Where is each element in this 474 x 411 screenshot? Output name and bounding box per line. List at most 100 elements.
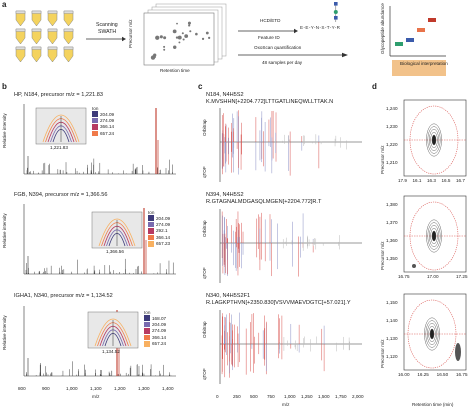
ion-legend-item: 292.1 bbox=[148, 228, 170, 234]
ion-swatch bbox=[148, 221, 154, 228]
d-y-tick: 1,350 bbox=[386, 256, 398, 261]
arrow-icon bbox=[238, 52, 348, 58]
c-qtof-label: qTOF bbox=[202, 166, 207, 178]
c-mirror-1 bbox=[219, 108, 362, 182]
ion-mz: 204.09 bbox=[156, 215, 171, 221]
ion-legend-item: 274.09 bbox=[92, 117, 115, 124]
c-mirror-3 bbox=[219, 310, 362, 384]
sample-tubes-icon bbox=[15, 10, 74, 63]
b-ion-legend: Ion 204.09 274.09 292.1 366.14 657.23 bbox=[148, 210, 170, 247]
ion-legend-item: 204.09 bbox=[144, 321, 167, 328]
d-ylabel-3: Precursor m/z bbox=[380, 339, 385, 368]
ion-legend-item: 204.09 bbox=[148, 215, 170, 221]
retention-axis-label: Retention time bbox=[160, 68, 190, 73]
d-x-tick: 16.25 bbox=[417, 372, 429, 377]
swath-label: SWATH bbox=[98, 29, 117, 35]
c-peptide-3: R.LAGKPTHVN[+2350.830]VSVVMAEVDGTC[+57.0… bbox=[206, 300, 351, 306]
b-title-3: IGHA1, N340, precursor m/z = 1,134.52 bbox=[14, 293, 113, 299]
c-peptide-2: R.GTAGNALMDGASQLMGEN[+2204.772]R.T bbox=[206, 199, 322, 205]
c-mirror-2 bbox=[219, 209, 362, 283]
c-x-tick: 500 bbox=[250, 394, 258, 399]
b-x-tick: 800 bbox=[18, 386, 26, 391]
b-inset-3 bbox=[87, 311, 139, 349]
ion-swatch bbox=[148, 228, 154, 234]
b-title-1: HP, N184, precursor m/z = 1,221.83 bbox=[14, 92, 103, 98]
panel-label-a: a bbox=[2, 0, 7, 9]
b-ylabel-2: Relative intensity bbox=[2, 213, 7, 248]
d-x-tick: 17.25 bbox=[456, 274, 468, 279]
feature-id-label: Feature ID bbox=[258, 35, 280, 40]
ion-swatch bbox=[144, 334, 150, 341]
d-x-tick: 17.9 bbox=[398, 178, 407, 183]
ion-legend-item: 366.14 bbox=[148, 234, 171, 241]
b-inset-mz: 1,366.56 bbox=[106, 249, 124, 254]
arrow-icon bbox=[86, 36, 126, 42]
b-spectrum-1 bbox=[23, 104, 176, 175]
c-xlabel: m/z bbox=[282, 402, 290, 407]
d-y-tick: 1,120 bbox=[386, 354, 398, 359]
swath-maps-icon bbox=[143, 3, 227, 66]
abundance-plot bbox=[389, 6, 446, 57]
panel-label-c: c bbox=[198, 82, 203, 91]
d-y-tick: 1,150 bbox=[386, 300, 398, 305]
bio-interp-box bbox=[392, 60, 446, 76]
ion-mz: 366.14 bbox=[152, 334, 167, 340]
ion-legend-item: 657.24 bbox=[92, 130, 114, 137]
d-x-tick: 16.7 bbox=[456, 178, 465, 183]
ion-legend-item: 366.14 bbox=[92, 124, 114, 130]
d-x-tick: 17.00 bbox=[427, 274, 439, 279]
ion-legend-item: 274.09 bbox=[144, 328, 166, 334]
ion-mz: 168.07 bbox=[152, 315, 167, 321]
d-ylabel-2: Precursor m/z bbox=[380, 241, 385, 270]
d-y-tick: 1,210 bbox=[386, 160, 398, 165]
bio-interp-label: Biological interpretation bbox=[400, 61, 448, 66]
b-x-tick: 1,300 bbox=[138, 386, 150, 391]
ion-legend-title: Ion bbox=[144, 310, 151, 315]
c-qtof-label: qTOF bbox=[202, 267, 207, 279]
c-x-tick: 2,000 bbox=[352, 394, 364, 399]
ion-swatch bbox=[92, 111, 98, 117]
c-site-2: N394, N4H5S2 bbox=[206, 192, 244, 198]
ion-legend-title: Ion bbox=[92, 106, 99, 111]
ion-mz: 366.14 bbox=[100, 124, 115, 130]
c-x-tick: 1,750 bbox=[335, 394, 347, 399]
d-contour-3 bbox=[403, 293, 467, 371]
b-inset-mz: 1,221.83 bbox=[50, 145, 68, 150]
d-x-tick: 16.3 bbox=[427, 178, 436, 183]
d-y-tick: 1,130 bbox=[386, 336, 398, 341]
ion-mz: 204.09 bbox=[152, 322, 167, 328]
b-x-tick: 900 bbox=[42, 386, 50, 391]
d-contour-1 bbox=[403, 99, 467, 177]
d-y-tick: 1,380 bbox=[386, 202, 398, 207]
ion-mz: 657.23 bbox=[156, 241, 171, 247]
d-y-tick: 1,230 bbox=[386, 124, 398, 129]
samples-label: 48 samples per day bbox=[262, 60, 303, 65]
ion-mz: 274.09 bbox=[100, 118, 115, 124]
c-x-tick: 1,250 bbox=[301, 394, 313, 399]
ion-legend-item: 274.09 bbox=[148, 221, 170, 228]
c-site-3: N340, N4H5S2F1 bbox=[206, 293, 251, 299]
ion-swatch bbox=[148, 240, 154, 247]
b-ylabel-1: Relative intensity bbox=[2, 113, 7, 148]
ion-mz: 366.14 bbox=[156, 234, 171, 240]
ion-mz: 274.09 bbox=[152, 328, 167, 334]
b-x-tick: 1,100 bbox=[90, 386, 102, 391]
d-x-tick: 16.75 bbox=[398, 274, 410, 279]
ion-swatch bbox=[92, 130, 98, 137]
ion-swatch bbox=[144, 340, 150, 347]
d-ylabel-1: Precursor m/z bbox=[380, 145, 385, 174]
c-x-tick: 750 bbox=[267, 394, 275, 399]
abundance-axis-label: Glycopeptide abundance bbox=[380, 3, 385, 54]
d-y-tick: 1,220 bbox=[386, 142, 398, 147]
b-spectrum-2 bbox=[23, 204, 176, 275]
oxoscan-label: OxoScan quantification bbox=[254, 45, 302, 50]
panel-label-b: b bbox=[2, 82, 7, 91]
ion-swatch bbox=[148, 234, 154, 241]
c-x-tick: 1,500 bbox=[318, 394, 330, 399]
ion-legend-item: 366.14 bbox=[144, 334, 167, 341]
c-orbitrap-label: Orbitrap bbox=[202, 321, 207, 338]
b-inset-mz: 1,134.52 bbox=[102, 349, 120, 354]
ion-mz: 657.24 bbox=[152, 341, 167, 347]
ion-swatch bbox=[144, 315, 150, 321]
d-y-tick: 1,360 bbox=[386, 238, 398, 243]
